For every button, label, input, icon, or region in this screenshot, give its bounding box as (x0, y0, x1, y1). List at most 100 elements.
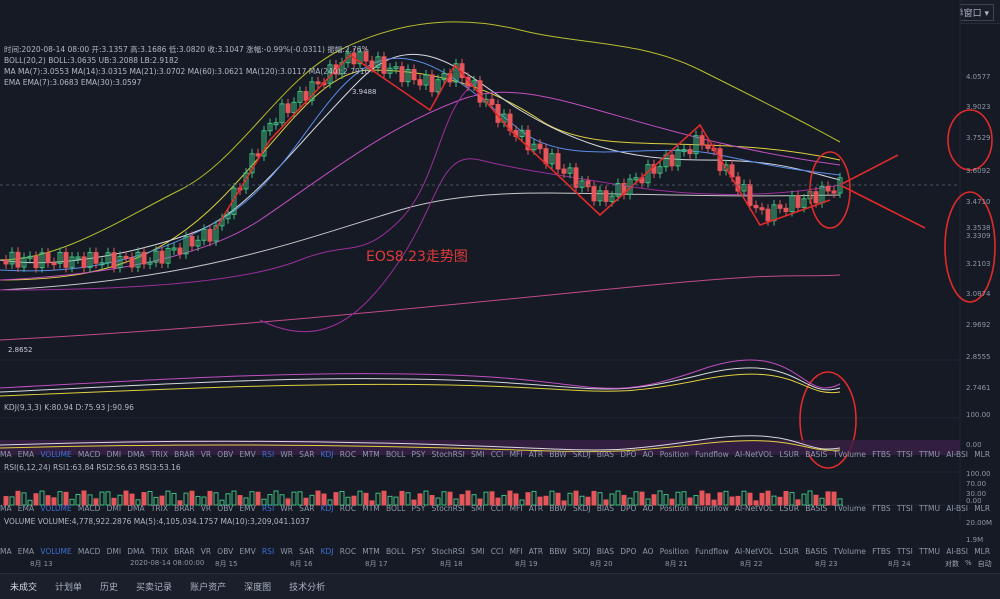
indicator-tab[interactable]: KDJ (320, 504, 334, 513)
indicator-tab[interactable]: RSI (261, 547, 275, 556)
indicator-tab[interactable]: BBW (549, 450, 567, 459)
indicator-tab[interactable]: BOLL (385, 547, 406, 556)
indicator-tab[interactable]: SKDJ (572, 450, 591, 459)
indicator-tab[interactable]: BASIS (805, 547, 828, 556)
indicator-tab[interactable]: DMI (106, 504, 122, 513)
indicator-tab[interactable]: LSUR (779, 450, 800, 459)
indicator-tab[interactable]: EMA (17, 547, 35, 556)
indicator-tab[interactable]: PSY (411, 450, 426, 459)
indicator-tab[interactable]: EMV (239, 504, 256, 513)
indicator-tab[interactable]: ROC (339, 547, 357, 556)
indicator-tab[interactable]: EMV (239, 450, 256, 459)
indicator-tab[interactable]: CCI (490, 547, 504, 556)
indicator-tab[interactable]: StochRSI (431, 547, 465, 556)
indicator-tab[interactable]: TTSI (896, 504, 913, 513)
indicator-tab[interactable]: StochRSI (431, 504, 465, 513)
indicator-tab[interactable]: RSI (261, 450, 275, 459)
indicator-tab[interactable]: BASIS (805, 504, 828, 513)
indicator-tab[interactable]: DPO (620, 547, 637, 556)
indicator-tab[interactable]: StochRSI (431, 450, 465, 459)
bottom-tab[interactable]: 买卖记录 (136, 583, 173, 593)
indicator-tab[interactable]: AI-BSI (946, 450, 968, 459)
indicator-tab[interactable]: Fundflow (695, 504, 729, 513)
indicator-tab[interactable]: BOLL (385, 450, 406, 459)
bottom-tab[interactable]: 深度图 (244, 583, 272, 593)
indicator-tab[interactable]: TVolume (833, 504, 866, 513)
indicator-tab[interactable]: BIAS (596, 504, 615, 513)
axis-option[interactable]: 对数 (945, 560, 959, 568)
indicator-tab[interactable]: WR (280, 547, 293, 556)
indicator-tab[interactable]: BRAR (174, 547, 195, 556)
indicator-tab[interactable]: LSUR (779, 547, 800, 556)
bottom-tab[interactable]: 账户资产 (190, 583, 227, 593)
indicator-tab[interactable]: OBV (217, 547, 234, 556)
indicator-tab[interactable]: SKDJ (572, 547, 591, 556)
bottom-tab[interactable]: 技术分析 (289, 583, 326, 593)
indicator-tab[interactable]: DMI (106, 547, 122, 556)
indicator-tab[interactable]: OBV (217, 450, 234, 459)
indicator-tab[interactable]: MACD (77, 547, 101, 556)
indicator-tab[interactable]: TRIX (150, 450, 168, 459)
bottom-tab[interactable]: 计划单 (55, 583, 83, 593)
indicator-tab[interactable]: BIAS (596, 450, 615, 459)
indicator-tab[interactable]: AO (642, 547, 654, 556)
indicator-tab[interactable]: VOLUME (40, 504, 72, 513)
price-chart[interactable] (0, 0, 1000, 520)
indicator-tab[interactable]: TTSI (896, 547, 913, 556)
indicator-tab[interactable]: AI-NetVOL (734, 504, 774, 513)
axis-option[interactable]: 自动 (977, 560, 992, 568)
indicator-tab[interactable]: SAR (299, 547, 315, 556)
indicator-tab[interactable]: SMI (471, 450, 485, 459)
indicator-tab[interactable]: BASIS (805, 450, 828, 459)
indicator-tab[interactable]: PSY (411, 504, 426, 513)
indicator-tab[interactable]: MLR (974, 547, 991, 556)
indicator-tab[interactable]: MA (0, 547, 12, 556)
indicator-tab[interactable]: TTMU (919, 547, 941, 556)
indicator-tab[interactable]: Fundflow (695, 450, 729, 459)
indicator-tab[interactable]: FTBS (872, 450, 891, 459)
indicator-tab[interactable]: DPO (620, 504, 637, 513)
indicator-tab[interactable]: SMI (471, 504, 485, 513)
indicator-tab[interactable]: MTM (362, 547, 380, 556)
indicator-tab[interactable]: MFI (509, 547, 523, 556)
indicator-tab[interactable]: CCI (490, 504, 504, 513)
indicator-tab[interactable]: Position (659, 547, 689, 556)
indicator-tab[interactable]: VR (200, 547, 212, 556)
indicator-tab[interactable]: MTM (362, 450, 380, 459)
indicator-tab[interactable]: VR (200, 504, 212, 513)
indicator-tab[interactable]: AI-BSI (946, 547, 968, 556)
indicator-tab[interactable]: ROC (339, 504, 357, 513)
indicator-tab[interactable]: OBV (217, 504, 234, 513)
indicator-tab[interactable]: AO (642, 450, 654, 459)
indicator-tab[interactable]: BBW (549, 547, 567, 556)
indicator-tab[interactable]: AI-NetVOL (734, 547, 774, 556)
indicator-tab[interactable]: WR (280, 504, 293, 513)
indicator-tab[interactable]: Position (659, 504, 689, 513)
indicator-tab[interactable]: ATR (528, 450, 544, 459)
indicator-tab[interactable]: BOLL (385, 504, 406, 513)
indicator-tab[interactable]: EMV (239, 547, 256, 556)
indicator-tab[interactable]: MACD (77, 504, 101, 513)
indicator-tab[interactable]: TVolume (833, 547, 866, 556)
indicator-tab[interactable]: MFI (509, 450, 523, 459)
indicator-tab[interactable]: FTBS (872, 504, 891, 513)
indicator-tab[interactable]: WR (280, 450, 293, 459)
indicator-tab[interactable]: AI-BSI (946, 504, 968, 513)
indicator-tab[interactable]: BIAS (596, 547, 615, 556)
indicator-tab[interactable]: TTSI (896, 450, 913, 459)
indicator-tab[interactable]: VOLUME (40, 450, 72, 459)
indicator-tab[interactable]: Position (659, 450, 689, 459)
indicator-tab[interactable]: AO (642, 504, 654, 513)
indicator-tab[interactable]: LSUR (779, 504, 800, 513)
indicator-tab[interactable]: Fundflow (695, 547, 729, 556)
indicator-tab[interactable]: MA (0, 504, 12, 513)
indicator-tab[interactable]: BRAR (174, 504, 195, 513)
indicator-tab[interactable]: RSI (261, 504, 275, 513)
indicator-tab[interactable]: EMA (17, 450, 35, 459)
bottom-tab[interactable]: 历史 (100, 583, 119, 593)
indicator-tab[interactable]: TVolume (833, 450, 866, 459)
indicator-tab[interactable]: PSY (411, 547, 426, 556)
indicator-tab[interactable]: SMI (471, 547, 485, 556)
indicator-tab[interactable]: VOLUME (40, 547, 72, 556)
axis-option[interactable]: % (965, 559, 972, 567)
